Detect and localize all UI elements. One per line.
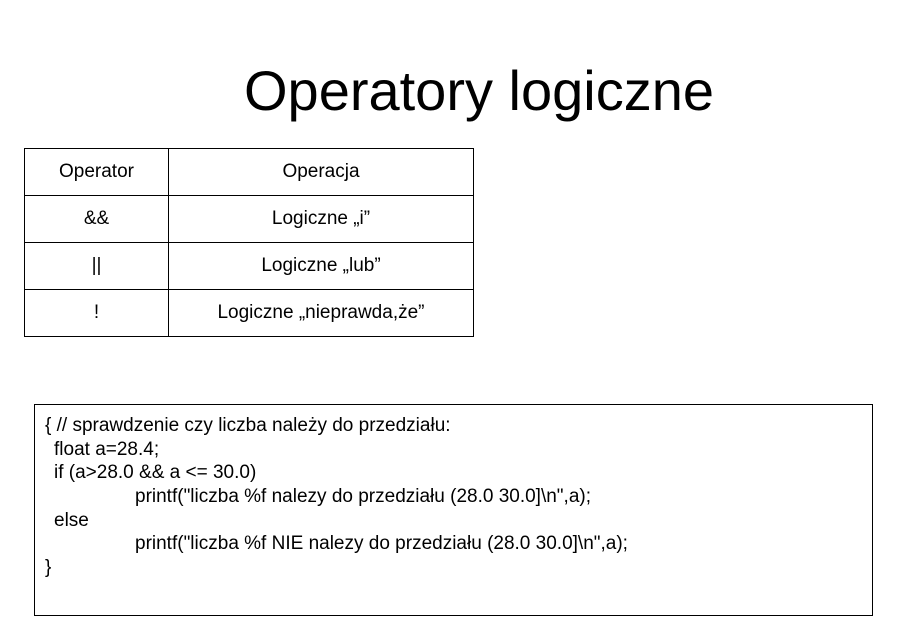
- table-row: && Logiczne „i”: [24, 195, 474, 243]
- code-line: float a=28.4;: [54, 438, 160, 460]
- operator-cell: !: [24, 289, 169, 337]
- operation-cell: Logiczne „i”: [168, 195, 474, 243]
- operator-cell: &&: [24, 195, 169, 243]
- slide-title: Operatory logiczne: [243, 59, 714, 122]
- operator-cell: ||: [24, 242, 169, 290]
- operators-table: Operator Operacja && Logiczne „i” || Log…: [24, 148, 474, 337]
- code-example-box: { // sprawdzenie czy liczba należy do pr…: [34, 404, 873, 616]
- header-operation: Operacja: [168, 148, 474, 196]
- code-line: }: [45, 557, 52, 579]
- operation-cell: Logiczne „nieprawda,że”: [168, 289, 474, 337]
- table-row: ! Logiczne „nieprawda,że”: [24, 289, 474, 337]
- code-line: { // sprawdzenie czy liczba należy do pr…: [45, 415, 451, 436]
- code-line: if (a>28.0 && a <= 30.0): [54, 462, 257, 484]
- table-header-row: Operator Operacja: [24, 148, 474, 196]
- table-row: || Logiczne „lub”: [24, 242, 474, 290]
- code-line: printf("liczba %f nalezy do przedziału (…: [135, 486, 591, 508]
- header-operator: Operator: [24, 148, 169, 196]
- operation-cell: Logiczne „lub”: [168, 242, 474, 290]
- code-line: else: [54, 509, 89, 531]
- code-line: printf("liczba %f NIE nalezy do przedzia…: [135, 533, 628, 555]
